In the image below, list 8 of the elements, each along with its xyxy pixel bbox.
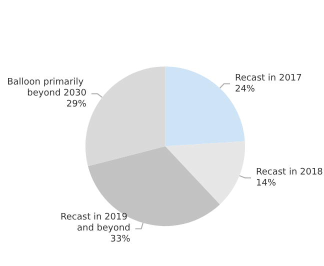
data-label: 24% xyxy=(234,84,256,94)
data-label: 14% xyxy=(256,178,276,188)
data-label: 33% xyxy=(110,234,131,245)
slice-label: Recast in 2018 xyxy=(256,167,324,178)
slice-label: Recast in 2017 xyxy=(234,73,302,84)
slice-label: Balloon primarily beyond 2030 xyxy=(7,78,87,99)
data-label: 29% xyxy=(66,100,87,110)
slice-label: Recast in 2019 and beyond xyxy=(60,212,130,234)
